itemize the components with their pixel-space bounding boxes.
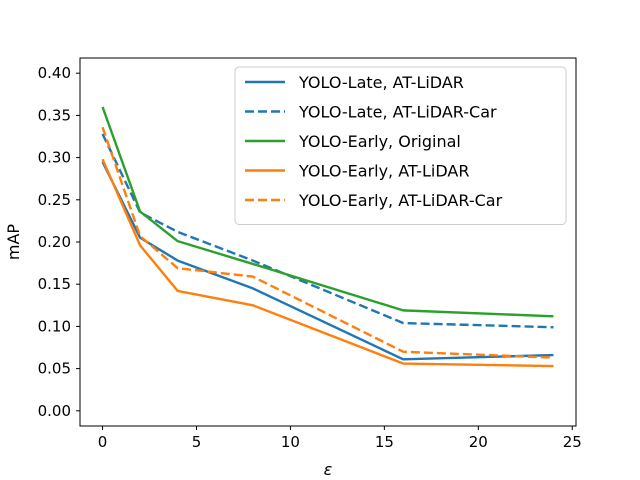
legend-label-3: YOLO-Early, Original xyxy=(298,132,461,151)
legend: YOLO-Late, AT-LiDAR YOLO-Late, AT-LiDAR-C… xyxy=(234,66,567,225)
y-tick-label: 0.05 xyxy=(38,360,71,378)
y-tick-label: 0.20 xyxy=(38,233,71,251)
y-axis-label: mAP xyxy=(4,224,23,261)
series-line-3 xyxy=(101,106,554,318)
y-tick-label: 0.35 xyxy=(38,106,71,124)
x-tick-label: 5 xyxy=(192,433,202,451)
legend-label-5: YOLO-Early, AT-LiDAR-Car xyxy=(298,191,503,210)
legend-box xyxy=(234,66,567,225)
y-tick-label: 0.40 xyxy=(38,64,71,82)
legend-label-2: YOLO-Late, AT-LiDAR-Car xyxy=(298,103,497,122)
ticks-layer: 0 5 10 15 20 25 0.00 0.05 0.10 0.15 0.20 0.25 0.30 0.… xyxy=(38,64,582,451)
series-line-1 xyxy=(101,161,554,361)
y-tick-label: 0.25 xyxy=(38,191,71,209)
y-tick-label: 0.10 xyxy=(38,317,71,335)
legend-label-4: YOLO-Early, AT-LiDAR xyxy=(298,162,469,181)
y-tick-label: 0.30 xyxy=(38,149,71,167)
series-line-5 xyxy=(101,126,554,359)
legend-label-1: YOLO-Late, AT-LiDAR xyxy=(298,73,464,92)
y-tick-label: 0.15 xyxy=(38,275,71,293)
x-tick-label: 25 xyxy=(563,433,582,451)
x-tick-label: 15 xyxy=(375,433,394,451)
series-layer xyxy=(101,106,554,368)
x-axis-label: ε xyxy=(324,460,333,479)
y-tick-label: 0.00 xyxy=(38,402,71,420)
x-tick-label: 20 xyxy=(469,433,488,451)
x-tick-label: 0 xyxy=(98,433,108,451)
series-line-2 xyxy=(101,133,554,329)
x-tick-label: 10 xyxy=(281,433,300,451)
series-line-4 xyxy=(101,158,554,368)
